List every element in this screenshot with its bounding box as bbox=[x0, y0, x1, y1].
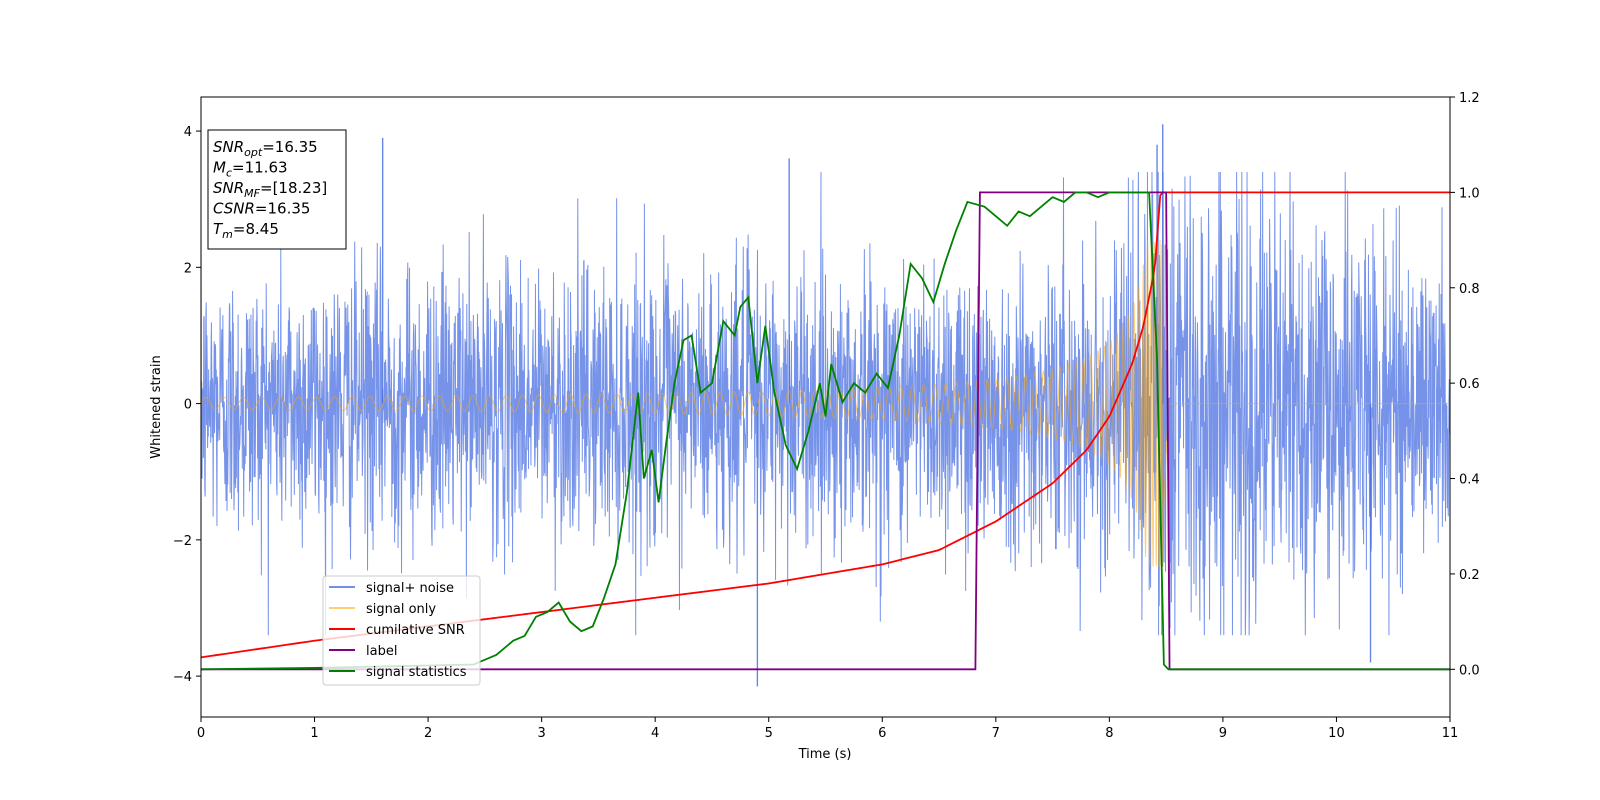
x-tick-label: 5 bbox=[765, 726, 773, 741]
x-tick-label: 4 bbox=[651, 726, 659, 741]
annotation-line: Tm=8.45 bbox=[213, 220, 279, 241]
y-tick-label: −4 bbox=[173, 670, 192, 685]
y2-tick-label: 1.0 bbox=[1459, 186, 1480, 201]
x-tick-label: 11 bbox=[1442, 726, 1459, 741]
annotation-line: Mc=11.63 bbox=[213, 159, 288, 180]
y-axis-right: 1.2 1.0 0.8 0.6 0.4 0.2 0.0 bbox=[1450, 91, 1480, 678]
series-signal-only bbox=[201, 240, 1450, 568]
y2-tick-label: 0.4 bbox=[1459, 473, 1480, 488]
y-tick-label: 2 bbox=[184, 261, 192, 276]
y2-tick-label: 0.2 bbox=[1459, 568, 1480, 583]
y-tick-label: 0 bbox=[184, 398, 192, 413]
x-tick-label: 9 bbox=[1219, 726, 1227, 741]
y2-tick-label: 0.0 bbox=[1459, 663, 1480, 678]
annotation-frame bbox=[207, 129, 347, 250]
x-tick-label: 8 bbox=[1105, 726, 1113, 741]
series-signal-statistics bbox=[201, 191, 1450, 671]
y2-tick-label: 0.6 bbox=[1459, 377, 1480, 392]
legend-label: signal+ noise bbox=[366, 581, 454, 596]
legend: signal+ noise signal only cumilative SNR la… bbox=[322, 575, 481, 686]
x-tick-label: 6 bbox=[878, 726, 886, 741]
annotation-line: SNRopt=16.35 bbox=[213, 138, 318, 159]
legend-label: label bbox=[366, 644, 397, 659]
annotation-box: SNRopt=16.35Mc=11.63SNRMF=[18.23]CSNR=16… bbox=[207, 129, 347, 250]
x-tick-label: 3 bbox=[537, 726, 545, 741]
y2-tick-label: 0.8 bbox=[1459, 282, 1480, 297]
legend-label: signal only bbox=[366, 602, 436, 617]
plot-area bbox=[201, 124, 1450, 687]
series-signal-noise bbox=[201, 171, 1450, 636]
y2-tick-label: 1.2 bbox=[1459, 91, 1480, 106]
y-axis-label: Whitened strain bbox=[149, 355, 164, 458]
x-tick-label: 1 bbox=[310, 726, 318, 741]
plot-frame bbox=[200, 96, 1451, 718]
y-axis-left: 4 2 0 −2 −4 bbox=[173, 125, 201, 685]
x-tick-label: 10 bbox=[1328, 726, 1345, 741]
annotation-line: CSNR=16.35 bbox=[213, 200, 310, 218]
legend-label: signal statistics bbox=[366, 665, 467, 680]
y-tick-label: −2 bbox=[173, 534, 192, 549]
x-tick-label: 2 bbox=[424, 726, 432, 741]
x-tick-label: 7 bbox=[992, 726, 1000, 741]
legend-frame bbox=[322, 575, 481, 686]
x-axis: 0 1 2 3 4 5 6 7 8 9 10 11 bbox=[197, 717, 1458, 741]
legend-label: cumilative SNR bbox=[366, 623, 465, 638]
x-axis-label: Time (s) bbox=[798, 747, 852, 762]
y-tick-label: 4 bbox=[184, 125, 192, 140]
x-tick-label: 0 bbox=[197, 726, 205, 741]
annotation-line: SNRMF=[18.23] bbox=[213, 179, 327, 200]
